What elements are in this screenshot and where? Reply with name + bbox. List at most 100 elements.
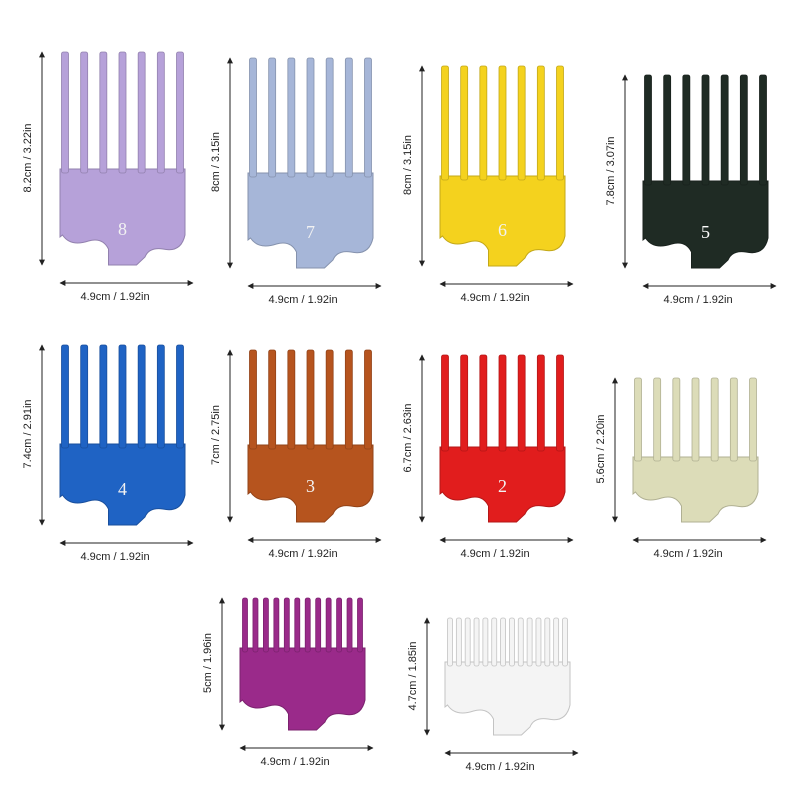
guide-comb-7: 2 <box>419 354 574 543</box>
guide-comb-10 <box>424 617 579 756</box>
comb-body <box>439 175 566 267</box>
comb-tooth <box>325 57 334 178</box>
comb-tooth <box>498 65 507 181</box>
comb-tooth <box>536 65 545 181</box>
comb-tooth <box>99 344 108 449</box>
height-label: 6.7cm / 2.63in <box>402 402 414 473</box>
guide-number: 3 <box>306 476 315 496</box>
guide-comb-1: 8 <box>39 51 194 286</box>
comb-tooth <box>242 597 248 653</box>
comb-tooth <box>479 65 488 181</box>
comb-tooth <box>455 617 462 667</box>
height-label: 8cm / 3.15in <box>210 132 222 192</box>
comb-tooth <box>634 377 642 462</box>
comb-tooth <box>517 617 524 667</box>
guide-number: 7 <box>306 222 315 242</box>
comb-tooth <box>99 51 108 174</box>
comb-tooth <box>176 344 184 449</box>
comb-tooth <box>336 597 342 653</box>
comb-body <box>239 647 366 731</box>
comb-tooth <box>252 597 259 653</box>
comb-tooth <box>268 57 277 178</box>
comb-tooth <box>517 65 526 181</box>
comb-tooth <box>663 74 672 186</box>
guide-number: 5 <box>701 222 710 242</box>
width-label: 4.9cm / 1.92in <box>465 761 535 773</box>
comb-tooth <box>562 617 568 667</box>
guide-number: 8 <box>118 219 127 239</box>
comb-tooth <box>749 377 757 462</box>
comb-tooth <box>315 597 322 653</box>
comb-tooth <box>137 51 146 174</box>
comb-tooth <box>447 617 453 667</box>
comb-tooth <box>283 597 290 653</box>
comb-tooth <box>482 617 489 667</box>
comb-tooth <box>118 51 127 174</box>
comb-tooth <box>491 617 498 667</box>
comb-tooth <box>304 597 311 653</box>
guide-number: 2 <box>498 476 507 496</box>
comb-tooth <box>176 51 184 174</box>
comb-tooth <box>249 57 257 178</box>
comb-tooth <box>720 74 729 186</box>
comb-tooth <box>156 51 165 174</box>
guide-comb-2: 7 <box>227 57 382 289</box>
comb-body <box>247 444 374 523</box>
comb-tooth <box>118 344 127 449</box>
comb-tooth <box>710 377 719 462</box>
comb-tooth <box>364 57 372 178</box>
comb-tooth <box>460 354 469 452</box>
comb-tooth <box>287 57 296 178</box>
height-label: 8cm / 3.15in <box>402 135 414 195</box>
comb-tooth <box>526 617 533 667</box>
comb-tooth <box>344 57 353 178</box>
comb-tooth <box>273 597 280 653</box>
comb-tooth <box>556 354 564 452</box>
comb-tooth <box>498 354 507 452</box>
guide-comb-3: 6 <box>419 65 574 287</box>
height-label: 7cm / 2.75in <box>210 405 222 465</box>
height-label: 7.8cm / 3.07in <box>605 135 617 206</box>
comb-tooth <box>61 344 69 449</box>
comb-tooth <box>691 377 700 462</box>
comb-tooth <box>473 617 480 667</box>
comb-tooth <box>517 354 526 452</box>
comb-tooth <box>61 51 69 174</box>
width-label: 4.9cm / 1.92in <box>460 292 530 304</box>
comb-tooth <box>441 65 449 181</box>
width-label: 4.9cm / 1.92in <box>80 551 150 563</box>
height-label: 7.4cm / 2.91in <box>22 399 34 469</box>
comb-tooth <box>739 74 748 186</box>
width-label: 4.9cm / 1.92in <box>663 294 733 306</box>
comb-tooth <box>644 74 652 186</box>
comb-tooth <box>344 349 353 450</box>
guide-comb-9 <box>219 597 374 751</box>
comb-body <box>59 443 186 526</box>
comb-body <box>247 172 374 269</box>
comb-tooth <box>536 354 545 452</box>
guide-number: 6 <box>498 220 507 240</box>
guide-comb-6: 3 <box>227 349 382 543</box>
comb-tooth <box>460 65 469 181</box>
comb-tooth <box>325 349 334 450</box>
comb-tooth <box>672 377 681 462</box>
comb-tooth <box>263 597 269 653</box>
height-label: 4.7cm / 1.85in <box>407 640 419 711</box>
comb-tooth <box>509 617 515 667</box>
width-label: 4.9cm / 1.92in <box>268 548 338 560</box>
comb-tooth <box>325 597 332 653</box>
comb-tooth <box>701 74 710 186</box>
height-label: 8.2cm / 3.22in <box>22 122 34 193</box>
comb-tooth <box>137 344 146 449</box>
comb-body <box>444 661 571 736</box>
comb-body <box>439 446 566 523</box>
comb-tooth <box>346 597 353 653</box>
comb-tooth <box>357 597 363 653</box>
guide-comb-8 <box>612 377 767 543</box>
comb-tooth <box>268 349 277 450</box>
comb-tooth <box>249 349 257 450</box>
width-label: 4.9cm / 1.92in <box>80 291 150 303</box>
comb-tooth <box>306 57 315 178</box>
comb-tooth <box>287 349 296 450</box>
